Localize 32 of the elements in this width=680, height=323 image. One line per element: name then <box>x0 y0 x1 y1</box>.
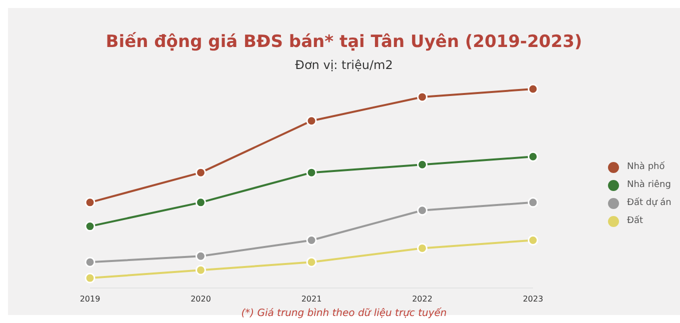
legend-label: Nhà riêng <box>627 180 671 190</box>
point <box>84 221 96 232</box>
point <box>417 205 428 216</box>
point <box>84 272 96 284</box>
legend-label: Nhà phố <box>627 162 665 172</box>
chart-subtitle: Đơn vị: triệu/m2 <box>294 58 394 72</box>
x-tick-label: 2023 <box>522 294 544 304</box>
legend-label: Đất dự án <box>627 198 672 208</box>
point <box>528 197 538 208</box>
point <box>196 197 206 208</box>
x-tick-label: 2022 <box>412 294 432 304</box>
point <box>196 264 206 276</box>
x-tick-label: 2019 <box>80 294 100 304</box>
point <box>417 92 428 102</box>
point <box>84 256 96 268</box>
x-tick-label: 2020 <box>190 294 211 304</box>
point <box>306 234 317 246</box>
point <box>306 116 317 126</box>
point <box>528 234 538 246</box>
legend-label: Đất <box>627 216 644 226</box>
point <box>306 167 317 178</box>
chart-title: Biến động giá BĐS bán* tại Tân Uyên (2019-2023) <box>104 32 584 52</box>
point <box>417 159 428 170</box>
point <box>528 151 538 162</box>
point <box>528 84 538 94</box>
x-tick-label: 2021 <box>301 294 322 304</box>
point <box>306 256 317 268</box>
text: (*) Giá trung bình theo dữ liệu trực tuyến <box>240 308 448 319</box>
point <box>196 250 206 262</box>
point <box>84 197 96 208</box>
point <box>196 167 206 178</box>
point <box>417 242 428 254</box>
